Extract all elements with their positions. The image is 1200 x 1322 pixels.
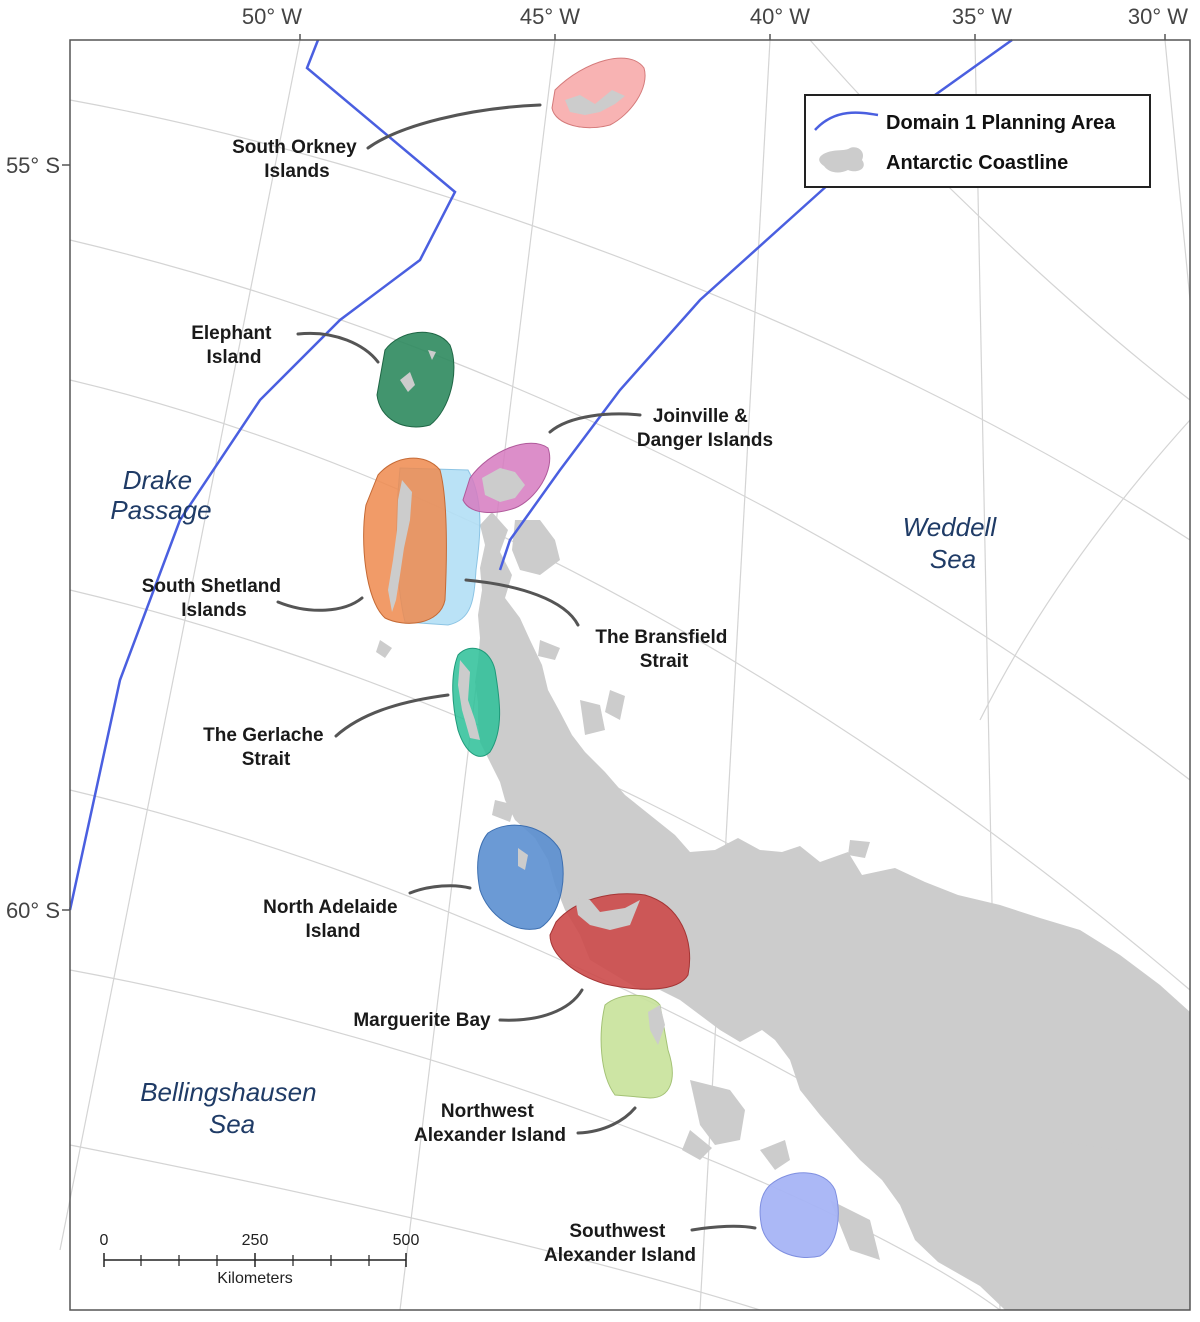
latitude-labels: 55° S 60° S <box>6 153 60 923</box>
label-northwest-alexander: Northwest Alexander Island <box>414 1101 566 1146</box>
label-joinville: Joinville & Danger Islands <box>637 406 773 451</box>
scale-bar: 0 250 500 Kilometers <box>100 1232 420 1287</box>
legend-coastline-swatch <box>819 147 864 173</box>
region-area-elephant <box>376 331 455 428</box>
frame-ticks <box>62 34 1166 911</box>
region-area-northwest-alexander <box>600 994 673 1099</box>
scale-tick-2: 500 <box>393 1232 420 1249</box>
legend-box <box>804 94 1151 188</box>
label-north-adelaide: North Adelaide Island <box>263 897 403 942</box>
latitude-label-1: 60° S <box>6 898 60 923</box>
legend-boundary-line <box>814 111 879 131</box>
island-coastlines <box>388 90 665 1045</box>
label-elephant: Elephant Island <box>191 323 277 368</box>
label-south-orkney: South Orkney Islands <box>232 137 362 182</box>
longitude-label-3: 35° W <box>952 4 1012 29</box>
label-leader-lines <box>276 103 757 1232</box>
legend: Domain 1 Planning Area Antarctic Coastli… <box>804 94 1151 188</box>
region-area-south-orkney <box>551 57 646 129</box>
label-south-shetland: South Shetland Islands <box>142 576 287 621</box>
longitude-labels: 50° W 45° W 40° W 35° W 30° W <box>242 4 1188 29</box>
scale-tick-1: 250 <box>242 1232 269 1249</box>
longitude-label-0: 50° W <box>242 4 302 29</box>
label-marguerite: Marguerite Bay <box>353 1010 491 1031</box>
longitude-label-1: 45° W <box>520 4 580 29</box>
longitude-label-2: 40° W <box>750 4 810 29</box>
region-area-southwest-alexander <box>759 1172 839 1258</box>
latitude-label-0: 55° S <box>6 153 60 178</box>
longitude-label-4: 30° W <box>1128 4 1188 29</box>
label-bransfield: The Bransfield Strait <box>595 627 732 672</box>
sea-labels: Drake Passage Weddell Sea Bellingshausen… <box>110 465 1004 1139</box>
label-bellingshausen-sea: Bellingshausen Sea <box>140 1077 324 1139</box>
scale-tick-0: 0 <box>100 1232 109 1249</box>
label-weddell-sea: Weddell Sea <box>903 512 1004 574</box>
map-frame <box>69 39 1191 1311</box>
scale-unit: Kilometers <box>217 1270 293 1287</box>
legend-coastline-label: Antarctic Coastline <box>886 152 1068 174</box>
legend-boundary-label: Domain 1 Planning Area <box>886 112 1116 134</box>
label-drake-passage: Drake Passage <box>110 465 211 525</box>
region-area-north-adelaide <box>477 824 564 930</box>
label-southwest-alexander: Southwest Alexander Island <box>544 1221 696 1266</box>
antarctic-coastline <box>376 512 1190 1310</box>
label-gerlache: The Gerlache Strait <box>203 725 329 770</box>
region-labels: South Orkney Islands Elephant Island Joi… <box>142 137 773 1266</box>
